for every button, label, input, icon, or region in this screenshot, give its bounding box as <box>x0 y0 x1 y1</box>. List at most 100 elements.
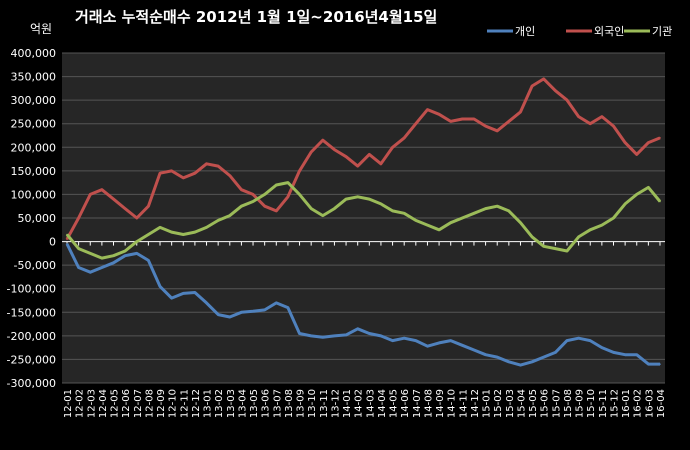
data-point <box>252 193 254 196</box>
data-point <box>135 252 138 255</box>
data-point <box>635 153 638 156</box>
x-tick-label: 13-12 <box>330 389 341 418</box>
data-point <box>508 210 510 212</box>
x-tick-label: 15-11 <box>598 389 609 418</box>
data-point <box>182 292 185 295</box>
y-tick-label: 0 <box>49 236 56 249</box>
data-point <box>403 137 405 139</box>
x-tick-label: 13-06 <box>261 389 272 418</box>
data-point <box>566 99 568 101</box>
data-point <box>635 193 638 196</box>
data-point <box>112 254 115 257</box>
data-point <box>333 335 336 337</box>
x-tick-label: 15-02 <box>493 389 504 418</box>
data-point <box>124 254 126 257</box>
data-point <box>659 363 661 365</box>
data-point <box>170 297 173 299</box>
x-tick-label: 16-01 <box>621 389 632 418</box>
x-tick-label: 13-02 <box>214 389 225 418</box>
data-point <box>647 186 650 189</box>
x-tick-label: 13-11 <box>319 389 330 418</box>
data-point <box>147 233 150 236</box>
data-point <box>298 170 301 172</box>
data-point <box>287 306 289 309</box>
x-tick-label: 12-02 <box>75 389 86 418</box>
data-point <box>228 316 231 318</box>
data-point <box>322 139 324 142</box>
data-point <box>635 353 638 356</box>
data-point <box>135 240 138 243</box>
series-line-기관 <box>65 181 662 260</box>
data-point <box>275 302 278 304</box>
y-tick-label: 50,000 <box>18 212 57 225</box>
data-point <box>101 266 103 269</box>
data-point <box>345 334 347 336</box>
x-tick-label: 15-05 <box>528 389 539 418</box>
legend-label: 외국인 <box>594 25 624 38</box>
data-point <box>217 219 219 222</box>
y-tick-label: 150,000 <box>11 165 57 178</box>
x-tick-label: 14-01 <box>342 389 353 418</box>
data-point <box>101 257 103 259</box>
x-tick-label: 12-08 <box>144 389 155 418</box>
x-tick-label: 13-08 <box>284 389 295 418</box>
y-tick-label: -150,000 <box>7 306 56 319</box>
data-point <box>531 85 533 87</box>
data-point <box>542 78 545 80</box>
x-tick-label: 13-04 <box>237 389 248 418</box>
y-axis-tick-labels: 400,000 350,000 300,000 250,000 200,000 150,0… <box>7 47 56 390</box>
data-point <box>380 203 382 205</box>
data-point <box>368 153 371 156</box>
y-tick-label: -250,000 <box>7 353 56 366</box>
x-axis-tick-labels: 12-01 12-02 12-03 12-04 12-05 12-06 12-07 12-08… <box>63 389 667 418</box>
data-point <box>287 181 289 184</box>
data-point <box>228 214 231 217</box>
data-point <box>589 228 592 231</box>
data-point <box>577 236 580 238</box>
data-point <box>205 162 208 165</box>
data-point <box>601 115 603 118</box>
data-point <box>542 245 545 248</box>
data-point <box>461 217 464 219</box>
data-point <box>415 219 417 222</box>
y-tick-label: -300,000 <box>7 377 56 390</box>
data-point <box>135 217 138 219</box>
x-tick-label: 12-09 <box>156 389 167 418</box>
data-point <box>170 231 173 233</box>
y-axis-unit-label: 억원 <box>30 22 52 36</box>
data-point <box>112 198 115 200</box>
gridlines <box>62 52 665 384</box>
data-point <box>205 226 208 229</box>
data-point <box>461 344 464 347</box>
data-point <box>275 184 278 186</box>
data-point <box>589 122 592 125</box>
x-tick-label: 12-03 <box>86 389 97 418</box>
data-point <box>438 228 440 231</box>
data-point <box>473 118 475 120</box>
data-point <box>415 122 417 125</box>
data-point <box>391 146 394 149</box>
series-line-개인 <box>65 243 660 367</box>
data-point <box>124 250 126 252</box>
data-point <box>356 327 359 330</box>
data-point <box>449 221 452 224</box>
data-point <box>496 356 499 358</box>
data-point <box>438 113 440 116</box>
data-point <box>601 346 603 349</box>
data-point <box>624 141 626 144</box>
data-point <box>380 162 382 165</box>
data-point <box>508 120 510 123</box>
data-point <box>438 342 440 344</box>
data-point <box>310 207 312 210</box>
data-point <box>566 339 568 342</box>
data-point <box>368 332 371 335</box>
data-point <box>612 125 615 127</box>
y-tick-label: -50,000 <box>14 259 56 272</box>
y-tick-label: 300,000 <box>11 94 57 107</box>
data-point <box>461 118 464 120</box>
data-point <box>89 271 92 274</box>
data-point <box>147 259 150 262</box>
x-tick-label: 13-07 <box>272 389 283 418</box>
data-point <box>577 337 580 340</box>
